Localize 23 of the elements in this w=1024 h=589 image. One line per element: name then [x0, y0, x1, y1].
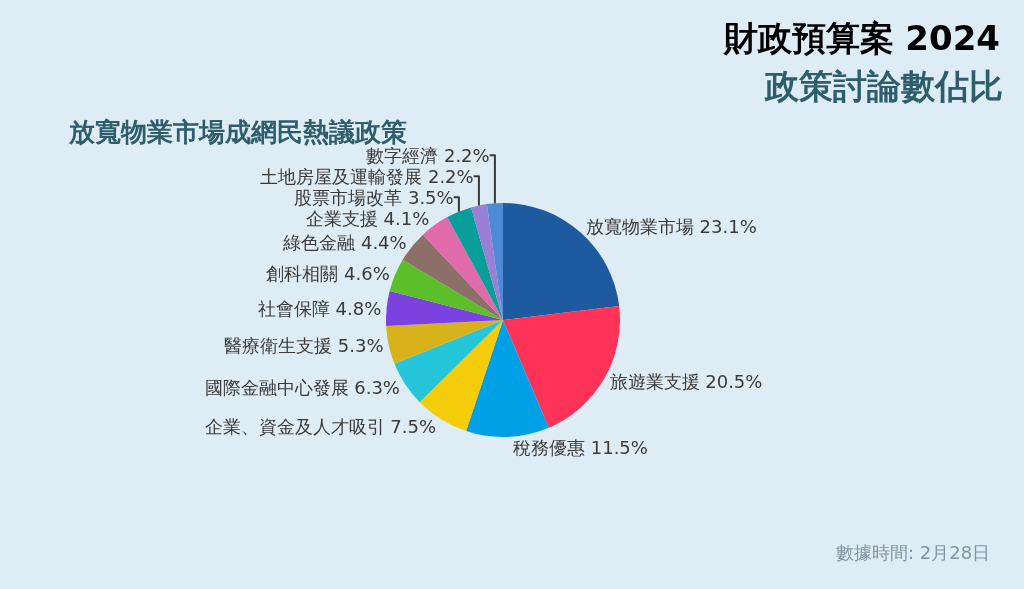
slice-label: 旅遊業支援 20.5% — [609, 370, 763, 392]
slice-label: 企業、資金及人才吸引 7.5% — [204, 416, 436, 438]
pie-slice — [471, 204, 503, 320]
text: 數據時間: 2月28日 — [836, 542, 991, 563]
text: 財政預算案 2024 — [722, 17, 1000, 58]
slice-label: 綠色金融 4.4% — [282, 231, 407, 253]
slice-label: 社會保障 4.8% — [257, 297, 382, 319]
pie-slice — [447, 207, 503, 320]
pie-slice — [466, 320, 549, 437]
slice-label: 數字經濟 2.2% — [366, 144, 490, 166]
slice-label: 創科相關 4.6% — [266, 262, 390, 284]
slice-label: 股票市場改革 3.5% — [294, 186, 454, 208]
text: 政策討論數佔比 — [764, 66, 1003, 106]
slice-label: 放寬物業市場 23.1% — [585, 216, 757, 238]
slice-label: 國際金融中心發展 6.3% — [204, 376, 400, 398]
slice-label: 企業支援 4.1% — [305, 207, 430, 229]
pie-slice — [386, 320, 503, 364]
slice-label: 土地房屋及運輸發展 2.2% — [260, 165, 474, 187]
slice-label: 稅務優惠 11.5% — [513, 436, 648, 458]
pie-slice — [389, 259, 503, 320]
text: 放寬物業市場成網民熱議政策 — [68, 117, 407, 147]
pie-slice — [386, 290, 503, 326]
slice-label: 醫療衛生支援 5.3% — [224, 335, 384, 357]
